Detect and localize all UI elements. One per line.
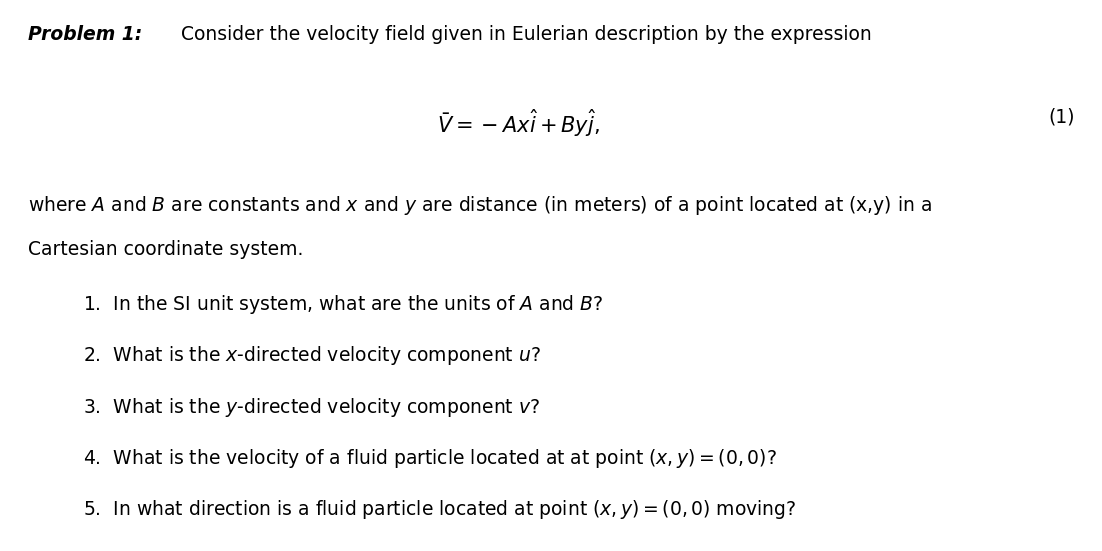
Text: (1): (1): [1048, 107, 1074, 126]
Text: 3.  What is the $y$-directed velocity component $v$?: 3. What is the $y$-directed velocity com…: [83, 396, 540, 419]
Text: 1.  In the SI unit system, what are the units of $A$ and $B$?: 1. In the SI unit system, what are the u…: [83, 293, 603, 316]
Text: 2.  What is the $x$-directed velocity component $u$?: 2. What is the $x$-directed velocity com…: [83, 344, 541, 368]
Text: 6.  What is the velocity of a fluid particle located at point $(x, y) = (0.5, 0.: 6. What is the velocity of a fluid parti…: [83, 549, 788, 551]
Text: Consider the velocity field given in Eulerian description by the expression: Consider the velocity field given in Eul…: [169, 25, 872, 44]
Text: Cartesian coordinate system.: Cartesian coordinate system.: [28, 240, 303, 258]
Text: 5.  In what direction is a fluid particle located at point $(x, y) = (0, 0)$ mov: 5. In what direction is a fluid particle…: [83, 498, 796, 521]
Text: $\bar{V} = -Ax\hat{i} + By\hat{j},$: $\bar{V} = -Ax\hat{i} + By\hat{j},$: [436, 107, 599, 139]
Text: Problem 1:: Problem 1:: [28, 25, 142, 44]
Text: where $A$ and $B$ are constants and $x$ and $y$ are distance (in meters) of a po: where $A$ and $B$ are constants and $x$ …: [28, 194, 931, 217]
Text: 4.  What is the velocity of a fluid particle located at at point $(x, y) = (0, 0: 4. What is the velocity of a fluid parti…: [83, 447, 777, 470]
